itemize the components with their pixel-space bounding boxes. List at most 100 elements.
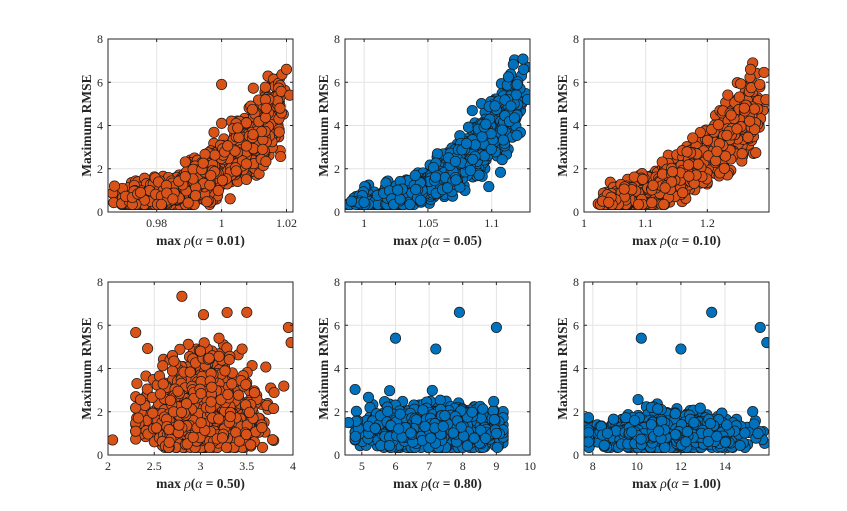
scatter-point bbox=[441, 182, 454, 194]
scatter-point bbox=[163, 424, 175, 436]
y-tick-label: 2 bbox=[97, 405, 103, 419]
scatter-point bbox=[694, 126, 706, 138]
scatter-point bbox=[230, 165, 242, 177]
scatter-point bbox=[719, 150, 731, 162]
scatter-point bbox=[462, 121, 475, 133]
scatter-point bbox=[754, 78, 766, 90]
scatter-point bbox=[701, 134, 714, 146]
scatter-point bbox=[134, 186, 147, 199]
scatter-point bbox=[710, 155, 722, 167]
y-tick-label: 4 bbox=[97, 119, 103, 133]
y-tick-label: 0 bbox=[97, 448, 103, 462]
scatter-point bbox=[508, 112, 521, 124]
x-tick-label: 2.5 bbox=[147, 459, 162, 473]
y-axis-label: Maximum RMSE bbox=[79, 74, 94, 176]
y-tick-label: 4 bbox=[334, 119, 340, 133]
scatter-point bbox=[195, 388, 207, 400]
scatter-point bbox=[467, 153, 479, 165]
scatter-point bbox=[410, 183, 422, 196]
scatter-point bbox=[184, 366, 196, 378]
scatter-point bbox=[275, 150, 287, 163]
scatter-point bbox=[182, 338, 194, 350]
scatter-point bbox=[485, 143, 497, 155]
scatter-point bbox=[205, 169, 217, 182]
scatter-point bbox=[658, 198, 670, 210]
y-tick-label: 8 bbox=[573, 32, 579, 46]
scatter-point bbox=[204, 441, 216, 453]
scatter-point bbox=[240, 428, 252, 440]
scatter-point bbox=[748, 103, 760, 115]
scatter-point bbox=[278, 380, 290, 392]
scatter-point bbox=[219, 365, 231, 377]
scatter-point bbox=[206, 381, 218, 393]
scatter-series bbox=[345, 306, 509, 453]
scatter-series bbox=[345, 53, 530, 210]
scatter-point bbox=[750, 147, 762, 159]
scatter-point bbox=[349, 383, 361, 396]
scatter-point bbox=[233, 131, 245, 144]
x-tick-label: 1.02 bbox=[276, 216, 297, 230]
x-tick-label: 1.1 bbox=[638, 216, 653, 230]
scatter-point bbox=[496, 124, 508, 136]
scatter-point bbox=[496, 154, 508, 166]
scatter-point bbox=[409, 169, 421, 181]
y-tick-label: 8 bbox=[97, 32, 103, 46]
scatter-point bbox=[141, 383, 153, 395]
scatter-point bbox=[268, 386, 280, 399]
scatter-point bbox=[647, 179, 659, 191]
scatter-point bbox=[199, 148, 211, 160]
scatter-point bbox=[179, 156, 191, 168]
scatter-point bbox=[142, 342, 154, 355]
scatter-point bbox=[246, 103, 258, 116]
scatter-point bbox=[248, 387, 260, 399]
scatter-point bbox=[735, 78, 747, 90]
scatter-point bbox=[268, 402, 280, 414]
y-tick-label: 4 bbox=[97, 362, 103, 376]
scatter-point bbox=[247, 128, 259, 141]
y-tick-label: 4 bbox=[573, 119, 579, 133]
y-tick-label: 2 bbox=[97, 162, 103, 176]
scatter-point bbox=[476, 131, 488, 143]
x-tick-label: 1 bbox=[219, 216, 225, 230]
scatter-point bbox=[505, 100, 517, 112]
scatter-point bbox=[511, 78, 523, 90]
y-axis-label: Maximum RMSE bbox=[555, 74, 570, 176]
scatter-point bbox=[518, 63, 530, 75]
x-axis-label: max ρ(α = 0.01) bbox=[156, 233, 245, 248]
scatter-point bbox=[256, 441, 269, 453]
scatter-point bbox=[637, 173, 649, 185]
scatter-point bbox=[167, 193, 179, 205]
scatter-point bbox=[197, 309, 210, 321]
scatter-point bbox=[130, 425, 142, 437]
scatter-point bbox=[175, 406, 188, 418]
scatter-series bbox=[108, 63, 293, 210]
scatter-point bbox=[240, 140, 252, 152]
scatter-point bbox=[742, 131, 754, 143]
scatter-point bbox=[130, 326, 142, 339]
scatter-point bbox=[502, 71, 514, 83]
scatter-point bbox=[131, 377, 143, 390]
scatter-point bbox=[195, 417, 207, 429]
scatter-point bbox=[157, 360, 169, 372]
scatter-point bbox=[464, 164, 476, 176]
x-tick-label: 1.1 bbox=[484, 216, 499, 230]
scatter-point bbox=[259, 111, 272, 124]
scatter-point bbox=[489, 100, 501, 112]
scatter-point bbox=[681, 146, 693, 158]
scatter-point bbox=[240, 173, 252, 186]
scatter-point bbox=[233, 389, 245, 401]
scatter-point bbox=[431, 148, 443, 160]
x-tick-label: 0.98 bbox=[146, 216, 167, 230]
scatter-point bbox=[108, 434, 119, 446]
scatter-point bbox=[760, 93, 769, 106]
scatter-point bbox=[415, 194, 427, 206]
scatter-point bbox=[132, 412, 144, 424]
y-axis-label: Maximum RMSE bbox=[316, 74, 331, 176]
scatter-point bbox=[521, 93, 530, 106]
y-tick-label: 0 bbox=[97, 205, 103, 219]
scatter-point bbox=[358, 196, 370, 208]
